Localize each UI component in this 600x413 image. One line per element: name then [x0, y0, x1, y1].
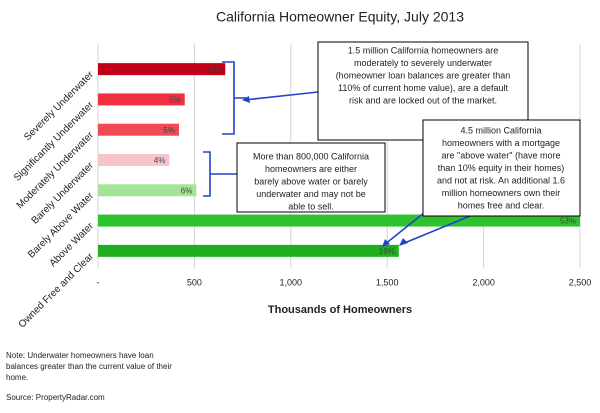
bar-label: 19%: [379, 247, 395, 256]
annotation: and not at risk. An additional 1.6: [437, 175, 565, 185]
bar-label: 53%: [560, 217, 576, 226]
annotation: able to sell.: [288, 201, 334, 211]
chart-title: California Homeowner Equity, July 2013: [216, 9, 464, 25]
x-tick-label: 2,000: [472, 277, 495, 287]
annotation: million homeowners own their: [442, 188, 561, 198]
note: balances greater than the current value …: [6, 362, 172, 371]
bar: [98, 154, 170, 166]
annotation: homeowners are either: [265, 164, 357, 174]
x-tick-label: 1,000: [280, 277, 303, 287]
bar: [98, 93, 185, 106]
note: home.: [6, 373, 28, 382]
annotation: are "above water" (have more: [442, 150, 561, 160]
x-tick-label: 500: [187, 277, 202, 287]
bar-label: 5%: [169, 96, 181, 105]
annotation-boxes: [236, 41, 581, 217]
x-tick-label: 1,500: [376, 277, 399, 287]
bar-label: 8%: [210, 65, 222, 74]
annotation: 110% of current home value), are a defau…: [338, 83, 508, 93]
arrow-heads: [242, 96, 408, 247]
bar: [98, 123, 179, 136]
bar: [98, 184, 197, 197]
bar: [98, 244, 399, 257]
bar-label: 6%: [181, 186, 193, 195]
x-tick-label: 2,500: [569, 277, 592, 287]
annotation: 1.5 million California homeowners are: [348, 45, 499, 55]
annotation: (homeowner loan balances are greater tha…: [336, 70, 511, 80]
source: Source: PropertyRadar.com: [6, 393, 105, 402]
bar-label: 4%: [154, 156, 166, 165]
annotation: risk and are locked out of the market.: [349, 95, 497, 105]
annotation: homes free and clear.: [458, 200, 545, 210]
annotation: More than 800,000 California: [253, 151, 369, 161]
bar-label: 5%: [163, 126, 175, 135]
annotation: barely above water or barely: [254, 176, 368, 186]
bar: [98, 214, 580, 227]
x-tick-label: -: [97, 277, 100, 287]
annotation: underwater and may not be: [256, 189, 366, 199]
annotation: homeowners with a mortgage: [442, 138, 560, 148]
annotation: moderately to severely underwater: [354, 58, 492, 68]
note: Note: Underwater homeowners have loan: [6, 351, 154, 360]
bar: [98, 63, 226, 76]
x-axis-label: Thousands of Homeowners: [268, 304, 412, 316]
annotation: 4.5 million California: [460, 125, 541, 135]
annotation: than 10% equity in their homes): [438, 163, 565, 173]
